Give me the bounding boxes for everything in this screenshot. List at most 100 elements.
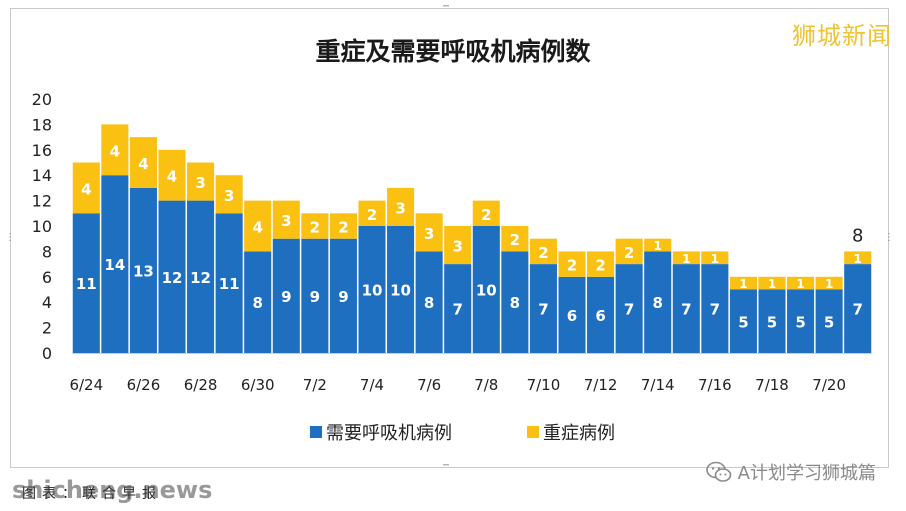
- data-label-severe: 2: [481, 206, 491, 224]
- data-label-ventilator: 10: [476, 282, 497, 300]
- bar-severe: [729, 276, 757, 290]
- bar-ventilator: [101, 175, 129, 353]
- data-label-severe: 1: [825, 277, 833, 291]
- data-label-severe: 3: [452, 238, 462, 256]
- data-label-severe: 4: [81, 180, 91, 198]
- data-label-severe: 3: [424, 225, 434, 243]
- data-label-severe: 2: [510, 231, 520, 249]
- resize-handle-top[interactable]: ⋯: [443, 1, 450, 12]
- data-label-ventilator: 7: [681, 301, 691, 319]
- bar-ventilator: [215, 213, 243, 353]
- bar-ventilator: [158, 200, 186, 353]
- data-label-ventilator: 8: [510, 294, 520, 312]
- bar-ventilator: [501, 251, 529, 353]
- bar-ventilator: [758, 289, 786, 353]
- bar-severe: [301, 213, 329, 239]
- y-tick-label: 4: [42, 293, 52, 312]
- data-label-severe: 2: [595, 257, 605, 275]
- data-label-severe: 1: [739, 277, 747, 291]
- watermark-logo-text: 狮城新闻: [792, 22, 892, 50]
- bar-ventilator: [187, 200, 215, 353]
- x-tick-label: 7/2: [303, 376, 327, 394]
- y-tick-label: 10: [32, 217, 52, 236]
- y-tick-label: 0: [42, 344, 52, 363]
- data-label-severe: 2: [310, 219, 320, 237]
- bar-severe: [529, 238, 557, 265]
- y-axis: 0 2 4 6 8 10 12 14 16 18 20: [32, 90, 52, 363]
- bar-ventilator: [644, 251, 672, 353]
- data-label-ventilator: 5: [738, 313, 748, 331]
- bar-ventilator: [244, 251, 272, 353]
- y-tick-label: 12: [32, 192, 52, 211]
- data-label-ventilator: 12: [162, 269, 183, 287]
- x-tick-label: 6/24: [69, 376, 103, 394]
- bar-severe: [387, 187, 415, 226]
- bar-ventilator: [844, 264, 872, 353]
- data-label-ventilator: 7: [852, 301, 862, 319]
- data-label-severe: 1: [796, 277, 804, 291]
- bar-ventilator: [415, 251, 443, 353]
- bar-ventilator: [272, 238, 300, 353]
- bar-ventilator: [672, 264, 700, 353]
- bar-ventilator: [587, 276, 615, 353]
- bar-ventilator: [472, 226, 500, 353]
- data-label-severe: 3: [395, 199, 405, 217]
- data-label-severe: 4: [110, 142, 120, 160]
- legend-label: 重症病例: [543, 423, 615, 444]
- data-label-ventilator: 5: [767, 313, 777, 331]
- x-tick-label: 7/18: [755, 376, 789, 394]
- chart-title: 重症及需要呼吸机病例数: [315, 37, 591, 66]
- data-label-severe: 3: [195, 174, 205, 192]
- bar-severe: [472, 200, 500, 226]
- x-tick-label: 6/28: [184, 376, 218, 394]
- data-label-ventilator: 11: [219, 275, 240, 293]
- data-label-severe: 2: [538, 244, 548, 262]
- y-tick-label: 2: [42, 319, 52, 338]
- bar-ventilator: [72, 213, 100, 353]
- data-label-ventilator: 7: [710, 301, 720, 319]
- data-label-ventilator: 5: [824, 313, 834, 331]
- data-label-ventilator: 13: [133, 262, 154, 280]
- bar-severe: [129, 137, 157, 188]
- bar-severe: [101, 124, 129, 176]
- bar-severe: [358, 200, 386, 226]
- data-label-ventilator: 8: [652, 294, 662, 312]
- resize-handle-right[interactable]: ⋮: [884, 232, 894, 243]
- bar-severe: [187, 162, 215, 201]
- bar-ventilator: [787, 289, 815, 353]
- bar-severe: [701, 251, 729, 265]
- data-label-ventilator: 9: [338, 288, 348, 306]
- y-tick-label: 14: [32, 166, 52, 185]
- y-tick-label: 16: [32, 141, 52, 160]
- bar-severe: [415, 213, 443, 252]
- total-annotation: 8: [852, 225, 863, 246]
- data-label-ventilator: 7: [624, 301, 634, 319]
- bar-severe: [444, 226, 472, 265]
- data-label-ventilator: 6: [595, 307, 605, 325]
- wechat-icon: [705, 461, 731, 482]
- legend-label: 需要呼吸机病例: [326, 423, 452, 444]
- bar-severe: [329, 213, 357, 239]
- bar-ventilator: [444, 264, 472, 353]
- footer-credit: A计划学习狮城篇: [705, 459, 876, 485]
- y-tick-label: 20: [32, 90, 52, 109]
- resize-handle-left[interactable]: ⋮: [5, 232, 15, 243]
- data-label-ventilator: 12: [190, 269, 211, 287]
- bar-ventilator: [301, 238, 329, 353]
- data-label-severe: 3: [224, 187, 234, 205]
- bar-severe: [815, 276, 843, 290]
- y-tick-label: 18: [32, 115, 52, 134]
- resize-handle-bottom[interactable]: ⋯: [443, 460, 450, 471]
- legend-swatch: [527, 426, 539, 438]
- data-label-severe: 4: [252, 219, 262, 237]
- bar-severe: [787, 276, 815, 290]
- legend-swatch: [310, 426, 322, 438]
- footer-caption: 图表：联合早报: [22, 486, 162, 502]
- data-label-severe: 1: [711, 252, 719, 266]
- data-label-ventilator: 14: [104, 256, 125, 274]
- y-tick-label: 8: [42, 242, 52, 261]
- bar-severe: [758, 276, 786, 290]
- bar-severe: [158, 149, 186, 201]
- data-label-ventilator: 10: [362, 282, 383, 300]
